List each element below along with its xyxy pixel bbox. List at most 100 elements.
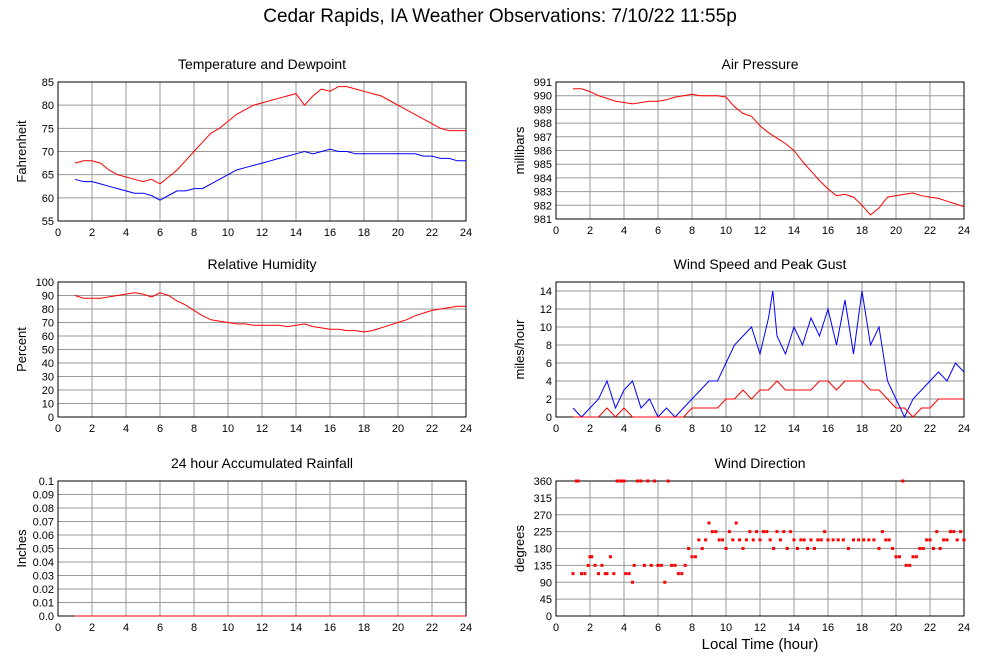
direction-point: [738, 538, 742, 542]
rain-x-tick-label: 24: [460, 622, 472, 634]
direction-point: [646, 479, 650, 483]
wind-x-tick-label: 2: [587, 423, 593, 435]
direction-point: [571, 572, 575, 576]
direction-point: [887, 538, 891, 542]
direction-x-tick-label: 22: [924, 622, 936, 634]
direction-x-tick-label: 8: [689, 622, 695, 634]
humidity-y-tick-label: 80: [42, 304, 54, 316]
direction-y-tick-label: 135: [534, 560, 552, 572]
temp-x-tick-label: 2: [89, 227, 95, 239]
temp-series-line: [74, 148, 466, 201]
direction-point: [785, 547, 789, 550]
direction-point: [690, 555, 694, 559]
direction-point: [782, 530, 786, 534]
wind-y-tick-label: 10: [540, 322, 552, 334]
direction-point: [795, 547, 799, 550]
humidity-x-tick-label: 8: [191, 423, 197, 435]
pressure-plot-frame: [555, 81, 965, 220]
humidity-y-tick-label: 10: [42, 399, 54, 411]
direction-point: [938, 547, 942, 550]
direction-point: [914, 555, 918, 559]
rain-x-tick-label: 0: [55, 622, 61, 634]
direction-point: [768, 538, 772, 542]
humidity-x-tick-label: 2: [89, 423, 95, 435]
wind-x-tick-label: 6: [655, 423, 661, 435]
direction-x-tick-label: 0: [553, 622, 559, 634]
humidity-y-tick-label: 30: [42, 372, 54, 384]
rain-x-tick-label: 12: [256, 622, 268, 634]
direction-point: [734, 521, 738, 525]
direction-point: [806, 547, 810, 550]
temp-y-tick-label: 75: [42, 123, 54, 135]
direction-point: [819, 538, 823, 542]
direction-point: [884, 538, 888, 542]
pressure-x-tick-label: 4: [621, 225, 627, 237]
pressure-x-tick-label: 18: [856, 225, 868, 237]
direction-x-tick-label: 6: [655, 622, 661, 634]
direction-point: [697, 538, 701, 542]
direction-point: [717, 538, 721, 542]
direction-point: [666, 479, 670, 483]
direction-point: [761, 530, 765, 534]
page-title: Cedar Rapids, IA Weather Observations: 7…: [263, 6, 737, 27]
wind-y-tick-label: 12: [540, 304, 552, 316]
temp-title: Temperature and Dewpoint: [178, 56, 346, 72]
direction-point: [816, 538, 820, 542]
direction-point: [758, 538, 762, 542]
direction-point: [710, 530, 714, 534]
direction-x-tick-label: 24: [958, 622, 970, 634]
pressure-y-tick-label: 983: [534, 187, 552, 199]
direction-point: [765, 530, 769, 534]
direction-point: [755, 530, 759, 534]
pressure-y-tick-label: 984: [534, 173, 552, 185]
humidity-x-tick-label: 16: [324, 423, 336, 435]
rain-y-tick-label: 0.08: [33, 503, 54, 515]
rain-y-tick-label: 0.06: [33, 530, 54, 542]
direction-x-tick-label: 20: [890, 622, 902, 634]
direction-y-axis-label: degrees: [512, 525, 527, 572]
wind-x-tick-label: 22: [924, 423, 936, 435]
pressure-y-tick-label: 982: [534, 200, 552, 212]
direction-point: [603, 572, 607, 576]
temp-y-tick-label: 55: [42, 216, 54, 228]
rain-y-axis-label: Inches: [14, 529, 29, 568]
direction-x-tick-label: 10: [720, 622, 732, 634]
direction-point: [620, 479, 624, 483]
wind-title: Wind Speed and Peak Gust: [674, 256, 847, 272]
wind-y-tick-label: 0: [546, 412, 552, 424]
direction-point: [586, 563, 590, 567]
wind-plot-frame: [555, 281, 965, 418]
wind-x-tick-label: 24: [958, 423, 970, 435]
direction-point: [683, 563, 687, 567]
pressure-x-tick-label: 10: [720, 225, 732, 237]
temp-x-tick-label: 14: [290, 227, 302, 239]
pressure-x-tick-label: 20: [890, 225, 902, 237]
direction-point: [925, 538, 929, 542]
direction-point: [948, 530, 952, 534]
pressure-x-tick-label: 8: [689, 225, 695, 237]
direction-point: [619, 479, 623, 483]
direction-point: [624, 572, 628, 576]
direction-point: [670, 563, 674, 567]
direction-point: [778, 538, 782, 542]
direction-point: [605, 572, 609, 576]
direction-point: [857, 538, 861, 542]
temp-series-line: [74, 86, 466, 185]
pressure-y-tick-label: 988: [534, 118, 552, 130]
rain-y-tick-label: 0.03: [33, 571, 54, 583]
direction-point: [574, 479, 578, 483]
direction-point: [704, 538, 708, 542]
direction-point: [904, 563, 908, 567]
direction-point: [631, 580, 634, 584]
direction-point: [714, 530, 718, 534]
wind-y-axis-label: miles/hour: [512, 319, 527, 380]
direction-point: [789, 530, 793, 534]
direction-point: [872, 538, 876, 542]
pressure-y-tick-label: 990: [534, 91, 552, 103]
pressure-y-tick-label: 987: [534, 132, 552, 144]
direction-point: [673, 563, 677, 567]
direction-point: [748, 530, 752, 534]
rain-x-tick-label: 8: [191, 622, 197, 634]
direction-x-tick-label: 2: [587, 622, 593, 634]
humidity-y-tick-label: 90: [42, 291, 54, 303]
